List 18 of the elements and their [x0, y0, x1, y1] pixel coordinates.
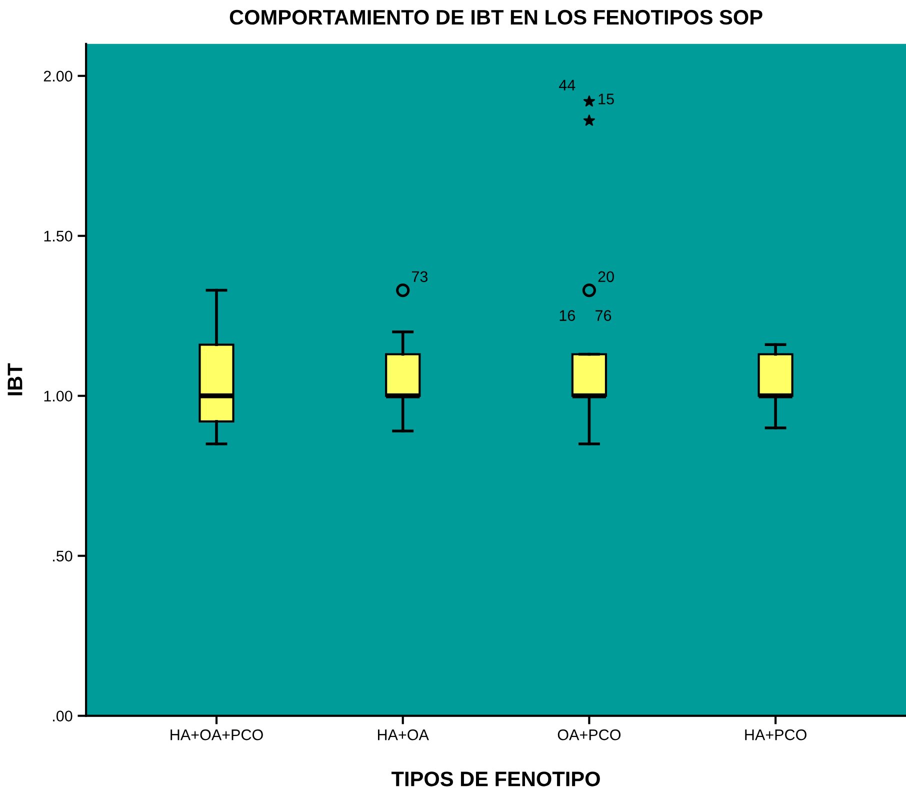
x-tick-label: HA+OA+PCO — [170, 729, 263, 740]
annotation: 20 — [598, 271, 614, 282]
annotation: 73 — [412, 271, 428, 282]
x-axis-title: TIPOS DE FENOTIPO — [392, 772, 600, 786]
y-tick-label: .50 — [53, 550, 72, 562]
y-tick-label: 1.00 — [44, 390, 72, 402]
y-tick-label: .00 — [53, 710, 72, 722]
y-tick-label: 1.50 — [44, 230, 72, 242]
chart-title: COMPORTAMIENTO DE IBT EN LOS FENOTIPOS SOP — [230, 10, 762, 25]
x-tick-label: HA+PCO — [745, 729, 806, 740]
annotation: 44 — [559, 80, 576, 90]
y-tick-label: 2.00 — [44, 70, 72, 82]
annotation: 16 — [560, 310, 575, 321]
x-tick-label: HA+OA — [378, 729, 429, 740]
y-axis-title: IBT — [8, 363, 22, 396]
annotation: 76 — [596, 310, 612, 321]
annotation: 15 — [598, 94, 614, 104]
x-tick-label: OA+PCO — [558, 729, 621, 740]
